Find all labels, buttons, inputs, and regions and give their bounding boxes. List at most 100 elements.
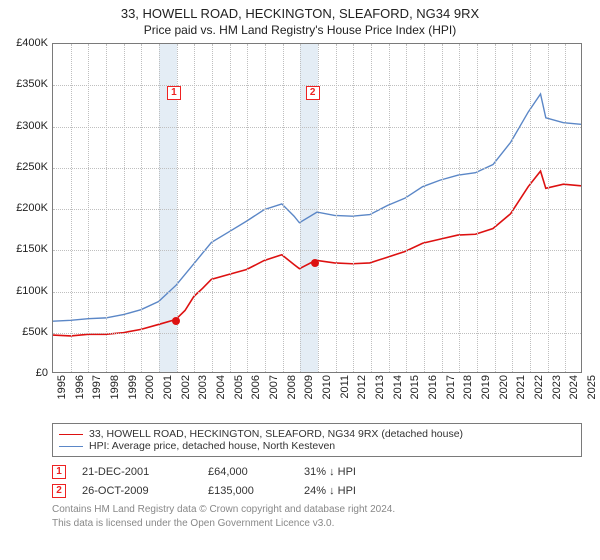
sales-table: 121-DEC-2001£64,00031% ↓ HPI226-OCT-2009… [52, 465, 582, 498]
chart-container: 33, HOWELL ROAD, HECKINGTON, SLEAFORD, N… [0, 0, 600, 560]
gridline-x [548, 44, 549, 372]
xtick-label: 2017 [445, 375, 457, 409]
legend-box: 33, HOWELL ROAD, HECKINGTON, SLEAFORD, N… [52, 423, 582, 457]
gridline-x [442, 44, 443, 372]
xtick-label: 2004 [215, 375, 227, 409]
sale-dot [172, 317, 180, 325]
gridline-x [565, 44, 566, 372]
legend-label: 33, HOWELL ROAD, HECKINGTON, SLEAFORD, N… [89, 428, 463, 440]
xtick-label: 1997 [91, 375, 103, 409]
xtick-label: 1996 [74, 375, 86, 409]
gridline-x [495, 44, 496, 372]
xtick-label: 2015 [409, 375, 421, 409]
sale-price: £135,000 [208, 485, 288, 497]
xtick-label: 2003 [197, 375, 209, 409]
xtick-label: 2005 [233, 375, 245, 409]
gridline-x [530, 44, 531, 372]
gridline-y [53, 333, 581, 334]
gridline-x [141, 44, 142, 372]
xtick-label: 2006 [250, 375, 262, 409]
xtick-label: 2001 [162, 375, 174, 409]
ytick-label: £150K [0, 243, 48, 255]
sale-pct-vs-hpi: 31% ↓ HPI [304, 466, 384, 478]
title-address: 33, HOWELL ROAD, HECKINGTON, SLEAFORD, N… [0, 6, 600, 21]
legend-swatch [59, 434, 83, 435]
gridline-x [88, 44, 89, 372]
sale-row: 1 21-DEC-2001 £64,000 31% ↓ HPI [52, 465, 582, 479]
xtick-label: 1995 [56, 375, 68, 409]
xtick-label: 2020 [498, 375, 510, 409]
ytick-label: £350K [0, 78, 48, 90]
gridline-x [194, 44, 195, 372]
series-price_paid [53, 171, 581, 336]
xtick-label: 2000 [144, 375, 156, 409]
gridline-x [389, 44, 390, 372]
xtick-label: 2019 [480, 375, 492, 409]
footer-line1: Contains HM Land Registry data © Crown c… [52, 503, 582, 517]
gridline-x [212, 44, 213, 372]
xtick-label: 2002 [180, 375, 192, 409]
ytick-label: £50K [0, 326, 48, 338]
ytick-label: £100K [0, 285, 48, 297]
gridline-x [406, 44, 407, 372]
xtick-label: 2011 [339, 375, 351, 409]
xtick-label: 2016 [427, 375, 439, 409]
sale-marker-icon: 1 [52, 465, 66, 479]
sale-row: 226-OCT-2009£135,00024% ↓ HPI [52, 484, 582, 498]
xtick-label: 1998 [109, 375, 121, 409]
gridline-x [477, 44, 478, 372]
chart-area: 12 £0£50K£100K£150K£200K£250K£300K£350K£… [0, 39, 600, 419]
ytick-label: £400K [0, 37, 48, 49]
footer-attribution: Contains HM Land Registry data © Crown c… [52, 503, 582, 530]
gridline-x [265, 44, 266, 372]
xtick-label: 2013 [374, 375, 386, 409]
xtick-label: 2009 [303, 375, 315, 409]
sale-dot [311, 259, 319, 267]
gridline-x [371, 44, 372, 372]
sale-marker-box: 1 [167, 86, 181, 100]
title-subtitle: Price paid vs. HM Land Registry's House … [0, 23, 600, 37]
gridline-y [53, 127, 581, 128]
gridline-y [53, 168, 581, 169]
gridline-y [53, 209, 581, 210]
plot-area: 12 [52, 43, 582, 373]
gridline-x [283, 44, 284, 372]
ytick-label: £200K [0, 202, 48, 214]
xtick-label: 2014 [392, 375, 404, 409]
xtick-label: 2010 [321, 375, 333, 409]
sale-marker-box: 2 [306, 86, 320, 100]
gridline-y [53, 292, 581, 293]
xtick-label: 2012 [356, 375, 368, 409]
legend-item: HPI: Average price, detached house, Nort… [59, 440, 575, 452]
ytick-label: £300K [0, 120, 48, 132]
gridline-x [424, 44, 425, 372]
gridline-x [512, 44, 513, 372]
ytick-label: £250K [0, 161, 48, 173]
sale-date: 21-DEC-2001 [82, 466, 192, 478]
xtick-label: 2023 [551, 375, 563, 409]
title-block: 33, HOWELL ROAD, HECKINGTON, SLEAFORD, N… [0, 0, 600, 39]
xtick-label: 2022 [533, 375, 545, 409]
series-hpi [53, 94, 581, 321]
footer-line2: This data is licensed under the Open Gov… [52, 517, 582, 531]
gridline-x [459, 44, 460, 372]
legend-swatch [59, 446, 83, 447]
gridline-x [230, 44, 231, 372]
xtick-label: 1999 [127, 375, 139, 409]
xtick-label: 2018 [462, 375, 474, 409]
legend-label: HPI: Average price, detached house, Nort… [89, 440, 335, 452]
xtick-label: 2007 [268, 375, 280, 409]
xtick-label: 2024 [568, 375, 580, 409]
xtick-label: 2025 [586, 375, 598, 409]
gridline-x [300, 44, 301, 372]
gridline-x [159, 44, 160, 372]
legend-item: 33, HOWELL ROAD, HECKINGTON, SLEAFORD, N… [59, 428, 575, 440]
ytick-label: £0 [0, 367, 48, 379]
gridline-x [336, 44, 337, 372]
gridline-x [106, 44, 107, 372]
xtick-label: 2008 [286, 375, 298, 409]
gridline-y [53, 250, 581, 251]
sale-date: 26-OCT-2009 [82, 485, 192, 497]
gridline-x [124, 44, 125, 372]
sale-price: £64,000 [208, 466, 288, 478]
